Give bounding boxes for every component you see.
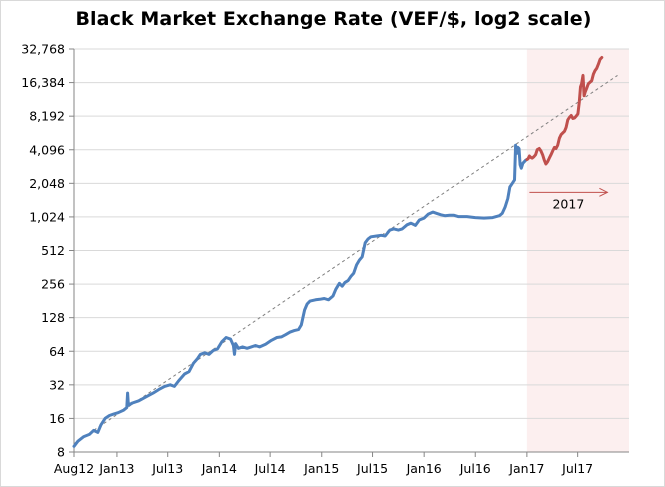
chart-title: Black Market Exchange Rate (VEF/$, log2 … [75,8,592,30]
y-tick-label: 32,768 [21,42,65,57]
x-tick-label: Jan14 [201,461,237,476]
y-tick-label: 8,192 [29,109,65,124]
y-tick-label: 16,384 [21,75,65,90]
x-tick-label: Jan17 [508,461,544,476]
series-line-red [525,56,604,166]
annotation-layer: 2017 [529,187,609,211]
x-tick-label: Jul13 [151,461,183,476]
trendline-layer [73,74,618,445]
x-tick-labels-layer: Aug12 Jan13 Jul13 Jan14 Jul14 Jan15 Jul15 Jan16… [54,461,593,476]
axes-layer [69,48,629,457]
y-tick-label: 128 [41,310,65,325]
annotation-label: 2017 [552,196,584,211]
y-tick-label: 512 [41,243,65,258]
y-tick-label: 32 [49,377,65,392]
annotation-arrow-head [599,187,609,197]
x-tick-label: Jan16 [406,461,442,476]
y-tick-labels-layer: 8 16 32 64 128 256 512 1,024 2,048 4,096 8,192 16,3… [21,42,65,460]
x-tick-label: Jul16 [459,461,491,476]
y-tick-label: 8 [57,445,65,460]
x-tick-label: Jul15 [356,461,388,476]
y-tick-label: 4,096 [29,142,65,157]
y-tick-label: 1,024 [29,209,65,224]
x-tick-label: Jul17 [561,461,593,476]
x-tick-label: Aug12 [54,461,94,476]
series-line-blue [72,143,529,448]
y-tick-label: 64 [49,344,65,359]
y-tick-label: 2,048 [29,176,65,191]
y-tick-label: 256 [41,277,65,292]
y-tick-label: 16 [49,411,65,426]
series-layer [72,56,604,448]
trendline [73,74,618,445]
x-tick-label: Jan15 [303,461,339,476]
x-tick-label: Jan13 [98,461,134,476]
x-tick-label: Jul14 [254,461,286,476]
